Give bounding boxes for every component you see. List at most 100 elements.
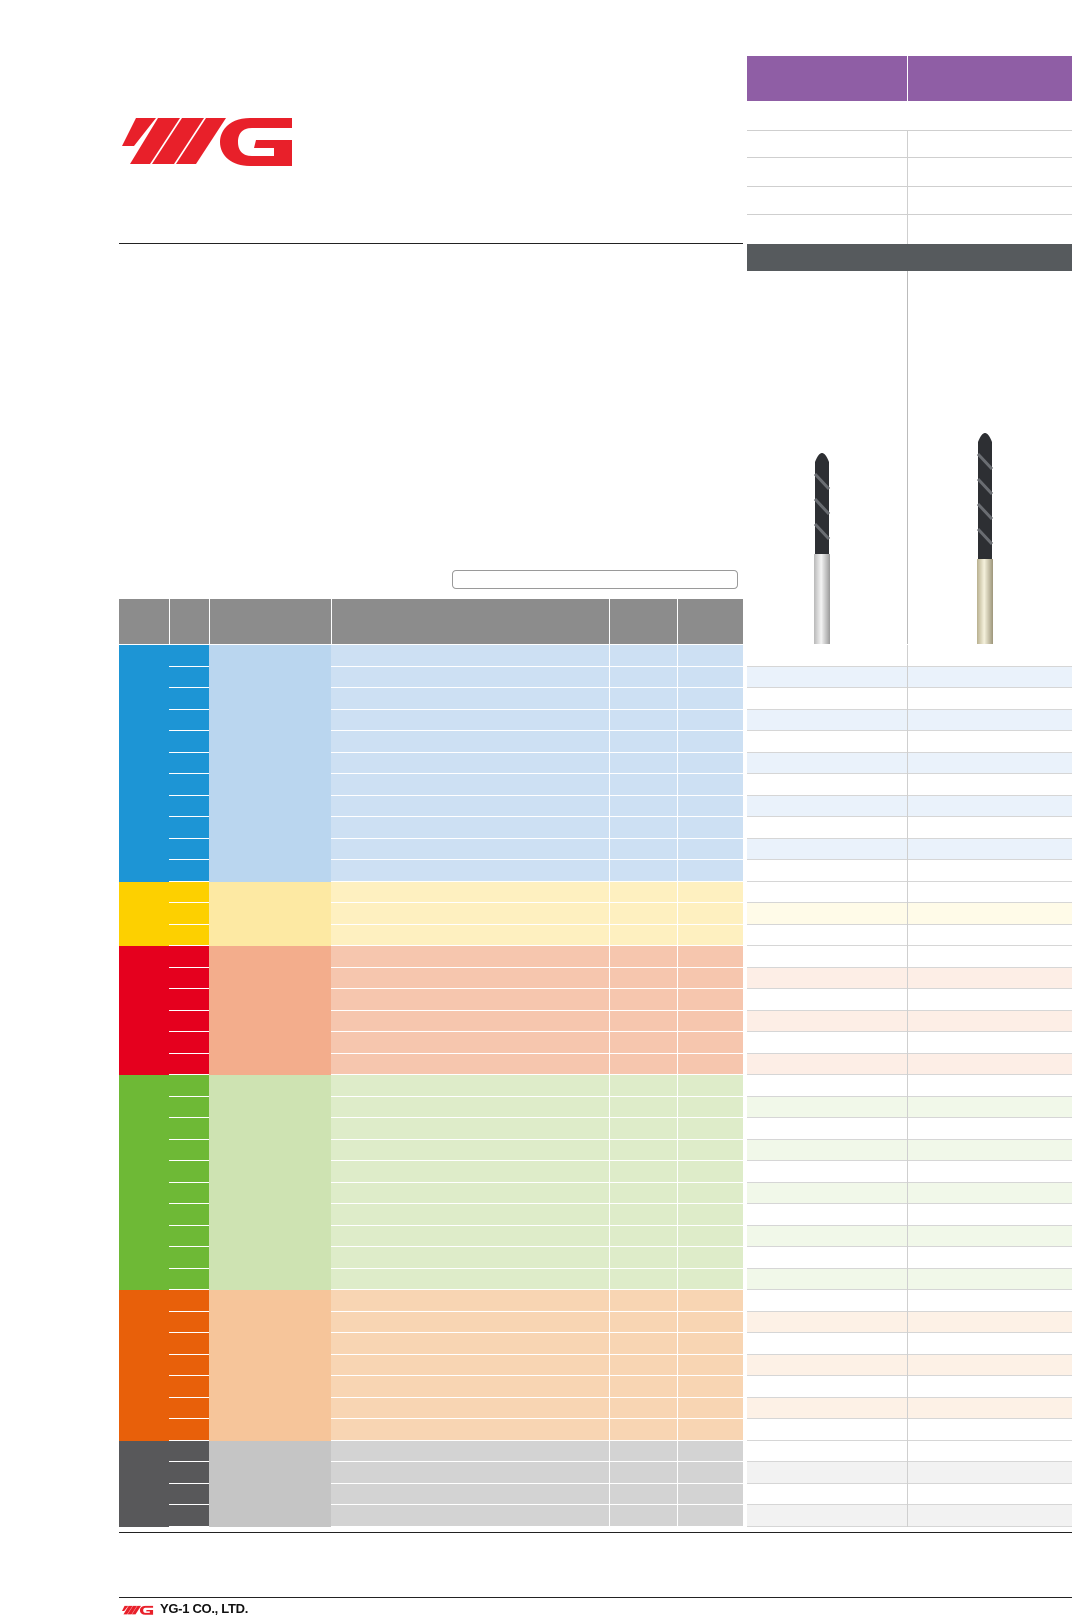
product-cell: [908, 1204, 1072, 1225]
table-row: [169, 1203, 209, 1204]
material-group-n: [119, 1075, 169, 1290]
product-col-sep: [907, 1440, 908, 1527]
table-row-line: [331, 1095, 743, 1097]
table-row-line: [331, 1504, 743, 1505]
table-row-line: [331, 1052, 743, 1054]
product-cell: [747, 1010, 907, 1031]
table-row-line: [331, 880, 743, 882]
footer-divider: [119, 1597, 1072, 1598]
spec-line: [747, 186, 1072, 187]
spec-divider: [907, 130, 908, 244]
product-cell: [747, 1075, 907, 1096]
product-cell: [908, 666, 1072, 687]
product-cell: [908, 1032, 1072, 1053]
table-header-sep: [209, 599, 210, 644]
product-cell: [747, 1419, 907, 1440]
table-header-sep: [169, 599, 170, 644]
product-cell: [908, 967, 1072, 988]
search-input[interactable]: [452, 570, 738, 589]
table-row-line: [331, 1117, 743, 1118]
product-cell: [908, 1010, 1072, 1031]
product-cell: [747, 645, 907, 666]
product-cell: [908, 924, 1072, 945]
table-row: [169, 816, 209, 817]
table-row-line: [331, 1418, 743, 1419]
product-row-line: [747, 794, 1072, 796]
product-cell: [747, 1225, 907, 1246]
material-cond-area: [331, 946, 743, 1075]
table-row: [169, 1138, 209, 1140]
material-subcol: [169, 1440, 209, 1527]
product-cell: [908, 1311, 1072, 1332]
product-cell: [747, 731, 907, 752]
material-subcol: [169, 1290, 209, 1441]
product-header-right: [908, 56, 1072, 101]
product-cell: [908, 1118, 1072, 1139]
table-header-bar: [119, 599, 743, 644]
material-group-p: [119, 645, 169, 882]
product-row-line: [747, 988, 1072, 989]
product-cell: [747, 1182, 907, 1203]
material-subcol: [169, 881, 209, 946]
product-cell: [747, 1333, 907, 1354]
product-col-sep: [907, 881, 908, 946]
header-divider: [119, 243, 743, 244]
product-section-band: [747, 244, 1072, 271]
product-cell: [908, 1333, 1072, 1354]
product-row-line: [747, 945, 1072, 946]
table-row-line: [331, 988, 743, 989]
product-cell: [908, 1139, 1072, 1160]
product-cell: [908, 1161, 1072, 1182]
product-row-line: [747, 1396, 1072, 1398]
product-cell: [747, 1311, 907, 1332]
material-group-m: [119, 881, 169, 946]
product-cell: [908, 1096, 1072, 1117]
table-row-line: [331, 1181, 743, 1183]
table-col-sep: [609, 881, 610, 946]
product-cell: [908, 1483, 1072, 1504]
table-row-line: [331, 773, 743, 774]
table-row: [169, 1482, 209, 1484]
table-row-line: [331, 1203, 743, 1204]
table-row: [169, 880, 209, 882]
product-cell: [747, 1290, 907, 1311]
product-row-line: [747, 1246, 1072, 1247]
table-col-sep: [609, 1290, 610, 1441]
product-cell: [747, 688, 907, 709]
product-cell: [908, 795, 1072, 816]
table-row: [169, 1525, 209, 1527]
product-cell: [747, 817, 907, 838]
product-cell: [747, 795, 907, 816]
material-group-s: [119, 1290, 169, 1441]
material-desc-area: [209, 645, 331, 882]
product-cell: [908, 774, 1072, 795]
product-cell: [908, 752, 1072, 773]
table-row-line: [331, 859, 743, 860]
product-row-line: [747, 730, 1072, 731]
product-cell: [908, 989, 1072, 1010]
table-row-line: [331, 1074, 743, 1075]
material-cond-area: [331, 645, 743, 882]
material-subcol: [169, 645, 209, 882]
table-header-sep: [331, 599, 332, 644]
product-cell: [908, 731, 1072, 752]
product-cell: [908, 1354, 1072, 1375]
table-row: [169, 1418, 209, 1419]
table-col-sep: [609, 946, 610, 1075]
product-cell: [747, 1505, 907, 1526]
product-row-line: [747, 923, 1072, 925]
product-row-line: [747, 1353, 1072, 1355]
table-row: [169, 945, 209, 946]
product-cell: [908, 1075, 1072, 1096]
product-row-line: [747, 1224, 1072, 1226]
table-col-sep: [677, 946, 678, 1075]
product-row-line: [747, 1439, 1072, 1441]
table-col-sep: [609, 1440, 610, 1527]
table-row-line: [331, 1246, 743, 1247]
table-row: [169, 1332, 209, 1333]
product-cell: [747, 774, 907, 795]
table-row-line: [331, 1396, 743, 1398]
product-row-line: [747, 773, 1072, 774]
table-row: [169, 1095, 209, 1097]
table-row-line: [331, 1461, 743, 1462]
